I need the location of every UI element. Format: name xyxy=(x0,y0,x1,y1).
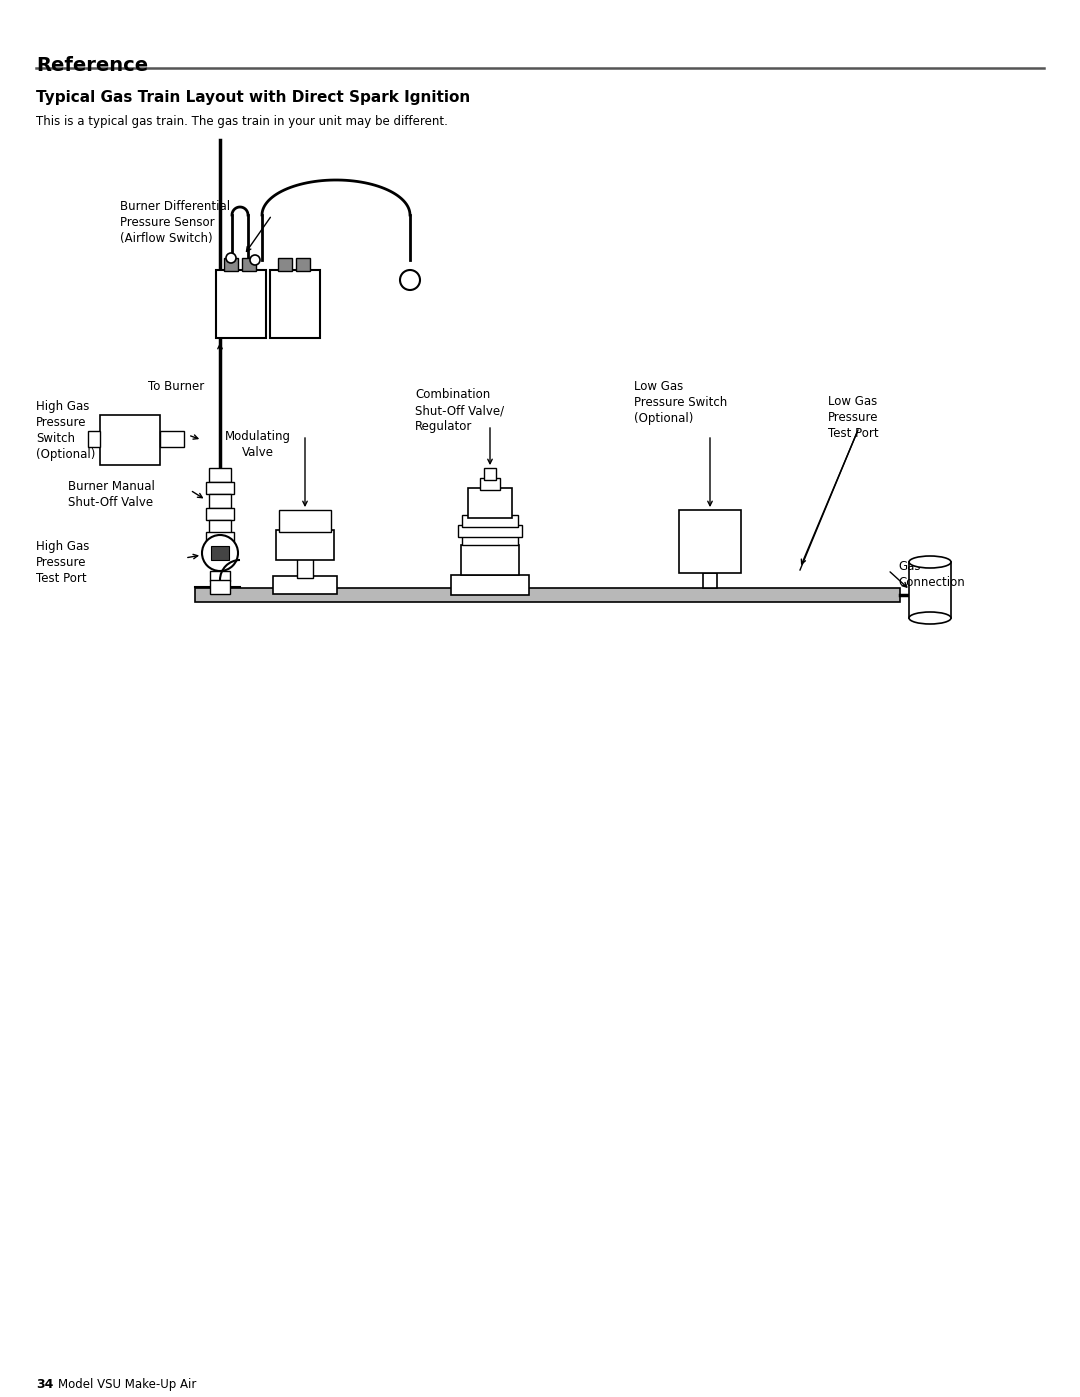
Circle shape xyxy=(202,535,238,571)
Text: 34: 34 xyxy=(36,1377,53,1391)
Bar xyxy=(279,510,330,532)
Text: Burner Differential
Pressure Sensor
(Airflow Switch): Burner Differential Pressure Sensor (Air… xyxy=(120,200,230,244)
Text: Low Gas
Pressure Switch
(Optional): Low Gas Pressure Switch (Optional) xyxy=(634,380,727,425)
Text: Low Gas
Pressure
Test Port: Low Gas Pressure Test Port xyxy=(828,395,879,440)
Text: Burner Manual
Shut-Off Valve: Burner Manual Shut-Off Valve xyxy=(68,481,154,509)
Bar xyxy=(216,270,266,338)
Bar xyxy=(273,576,337,594)
Text: This is a typical gas train. The gas train in your unit may be different.: This is a typical gas train. The gas tra… xyxy=(36,115,448,129)
Bar xyxy=(296,258,310,271)
Ellipse shape xyxy=(909,556,951,569)
Bar xyxy=(909,562,951,617)
Bar xyxy=(210,495,231,509)
Bar xyxy=(480,478,500,490)
Bar xyxy=(462,535,518,545)
Text: High Gas
Pressure
Test Port: High Gas Pressure Test Port xyxy=(36,541,90,585)
Bar xyxy=(468,488,512,518)
Bar xyxy=(87,432,100,447)
Bar xyxy=(462,515,518,527)
Bar xyxy=(210,580,230,594)
Bar xyxy=(297,557,313,578)
Bar xyxy=(703,573,717,588)
Bar xyxy=(451,576,529,595)
Bar xyxy=(206,482,234,495)
Text: Combination
Shut-Off Valve/
Regulator: Combination Shut-Off Valve/ Regulator xyxy=(415,388,504,433)
Text: Model VSU Make-Up Air: Model VSU Make-Up Air xyxy=(58,1377,197,1391)
Bar xyxy=(270,270,320,338)
Bar xyxy=(206,532,234,543)
Bar xyxy=(276,529,334,560)
Bar xyxy=(211,546,229,560)
Bar xyxy=(458,525,522,536)
Bar xyxy=(206,509,234,520)
Ellipse shape xyxy=(909,612,951,624)
Circle shape xyxy=(249,256,260,265)
Bar xyxy=(278,258,292,271)
Circle shape xyxy=(400,270,420,291)
Bar xyxy=(224,258,238,271)
Bar xyxy=(210,571,230,581)
Text: To Burner: To Burner xyxy=(148,380,204,393)
Text: Gas
Connection: Gas Connection xyxy=(897,560,964,590)
Text: Reference: Reference xyxy=(36,56,148,75)
Bar xyxy=(100,415,160,465)
Text: Modulating
Valve: Modulating Valve xyxy=(225,430,291,460)
Bar xyxy=(679,510,741,573)
Text: High Gas
Pressure
Switch
(Optional): High Gas Pressure Switch (Optional) xyxy=(36,400,95,461)
Bar xyxy=(484,468,496,481)
Circle shape xyxy=(226,253,237,263)
Text: Typical Gas Train Layout with Direct Spark Ignition: Typical Gas Train Layout with Direct Spa… xyxy=(36,89,470,105)
Bar xyxy=(210,520,231,534)
Bar xyxy=(461,545,519,576)
Bar xyxy=(195,588,900,602)
Bar xyxy=(160,432,184,447)
Bar xyxy=(210,468,231,482)
Bar xyxy=(242,258,256,271)
